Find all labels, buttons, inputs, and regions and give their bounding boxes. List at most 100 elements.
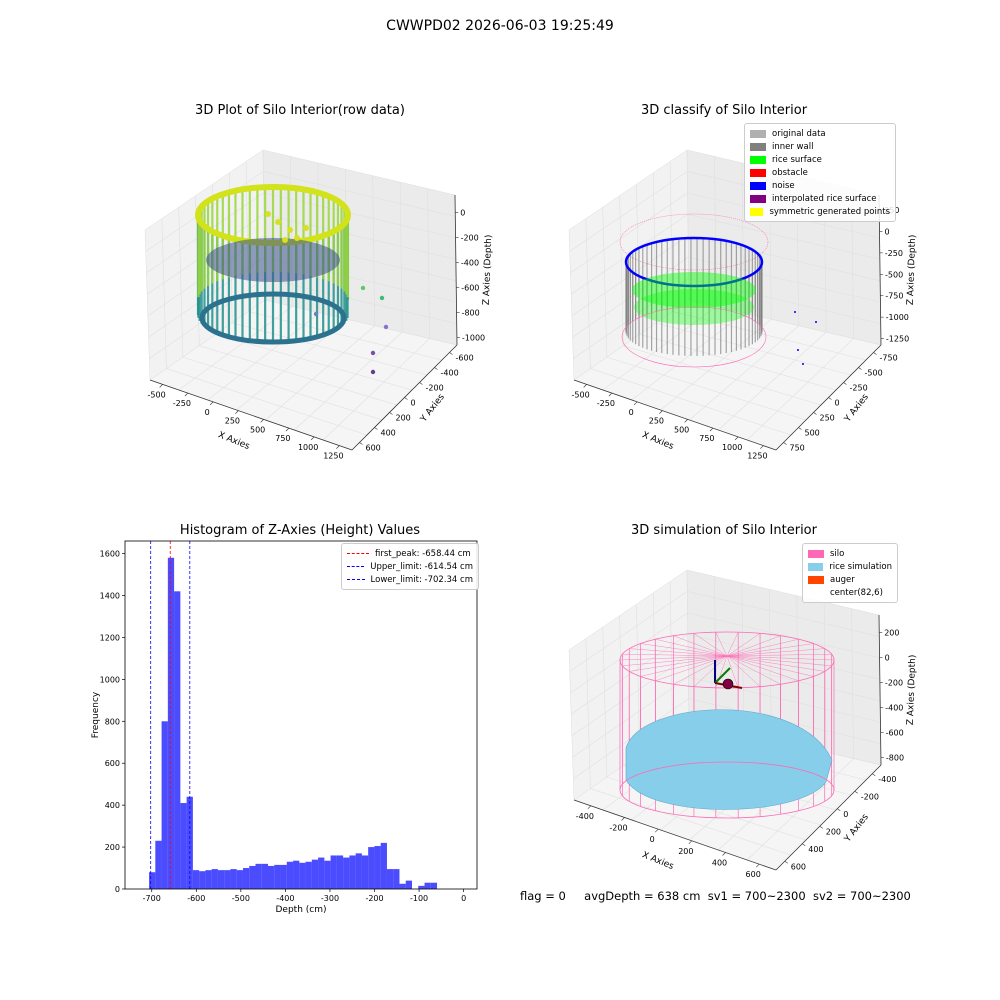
y-tick-mark (819, 826, 823, 829)
y-axis-label: Frequency (91, 691, 101, 738)
x-tick-label: 250 (649, 417, 664, 426)
grid-line (590, 788, 792, 856)
y-tick-label: 500 (805, 429, 820, 438)
noise-point (794, 311, 796, 313)
sv2-text: sv2 = 700~2300 (812, 889, 911, 903)
legend-label: Lower_limit: -702.34 cm (370, 574, 473, 585)
y-tick-label: 750 (790, 444, 805, 453)
histogram-bar (155, 840, 162, 889)
x-tick-mark (633, 401, 638, 406)
x-tick-label: -500 (572, 390, 590, 399)
histogram-bar (330, 855, 337, 889)
obstacle-cluster-point (287, 227, 293, 233)
histogram-bar (174, 591, 181, 889)
silo-roof-wire (693, 633, 728, 657)
histogram-bar (268, 865, 275, 889)
noise-point (815, 321, 817, 323)
legend-label: symmetric generated points (769, 206, 890, 217)
y-tick-label: -600 (456, 354, 474, 363)
grid-line (182, 356, 383, 421)
histogram-bar (274, 864, 281, 889)
legend-swatch (808, 575, 824, 584)
grid-line (585, 218, 591, 369)
x-tick-label: 0 (461, 894, 466, 903)
x-tick-mark (235, 410, 239, 414)
noise-ring-top (624, 236, 764, 288)
legend-line-swatch (347, 579, 365, 580)
x-axis-line-3 (573, 799, 777, 871)
y-tick-mark (404, 397, 408, 400)
legend-label: center(82,6) (830, 587, 883, 598)
legend-swatch (750, 207, 764, 216)
legend-label: obstacle (772, 167, 808, 178)
grid-line (606, 356, 807, 421)
grid-line (570, 192, 688, 274)
silo-roof-wire (629, 655, 728, 672)
auger-axis-y (714, 667, 731, 684)
silo-roof-wire (655, 638, 728, 657)
silo-roof-wire (726, 632, 739, 657)
y-tick-mark (828, 397, 832, 400)
legend-label: Upper_limit: -614.54 cm (370, 561, 473, 572)
histogram-bar (249, 865, 256, 889)
histogram-bar (230, 869, 237, 889)
z-tick-label: -1250 (886, 335, 909, 344)
silo-roof-wire (726, 655, 761, 687)
histogram-bar (393, 869, 400, 889)
z-tick-label: -250 (885, 249, 903, 258)
silo-roof-wire (726, 655, 739, 688)
z-axis-label: Z Axies (Depth) (906, 655, 918, 726)
histogram-frame (124, 540, 478, 890)
silo-roof-wire (726, 648, 825, 657)
grid-line (602, 627, 608, 778)
y-tick-mark (359, 442, 363, 445)
x-tick-mark (684, 419, 688, 423)
x-axis-line-1 (573, 379, 777, 451)
panel1-title: 3D Plot of Silo Interior(row data) (195, 103, 405, 118)
x-tick-label: -100 (410, 894, 428, 903)
x-tick-label: -700 (143, 894, 161, 903)
legend-label: first_peak: -658.44 cm (375, 548, 471, 559)
histogram-bar (242, 868, 250, 889)
legend-label: rice surface (772, 154, 822, 165)
legend-label: silo (830, 548, 845, 559)
legend-panel4: silo rice simulation auger center(82,6) (802, 543, 898, 603)
legend-item: Upper_limit: -614.54 cm (347, 560, 473, 573)
silo-roof-wire (673, 635, 728, 657)
legend-swatch (750, 155, 766, 164)
x-tick-label: 500 (250, 425, 265, 434)
y-tick-label: 1400 (100, 592, 120, 601)
legend-label: interpolated rice surface (772, 193, 877, 204)
x-axis-label: X Axies (640, 430, 675, 452)
y-tick-label: -400 (878, 775, 896, 784)
y-tick-label: 400 (105, 801, 120, 810)
grid-line (746, 758, 854, 861)
z-axis-label: Z Axies (Depth) (906, 235, 918, 306)
outlier-point (370, 369, 376, 375)
legend-label: auger (830, 574, 855, 585)
x-tick-label: 1000 (722, 443, 742, 452)
x-tick-label: 1250 (323, 452, 343, 461)
grid-line (602, 207, 608, 358)
y-tick-label: 1000 (100, 675, 120, 684)
obstacle-cluster-point (265, 211, 271, 217)
histogram-bar (255, 863, 262, 889)
z-tick-label: -800 (462, 309, 480, 318)
grid-line (571, 655, 689, 736)
histogram-bar (299, 862, 306, 889)
grid-line (166, 368, 368, 436)
grid-line (590, 368, 792, 436)
outlier-point (370, 350, 376, 356)
grid-line (294, 331, 403, 431)
y-tick-mark (813, 412, 817, 415)
obstacle-cluster-point (275, 219, 281, 225)
sv1-text: sv1 = 700~2300 (707, 889, 806, 903)
silo-roof-wire (622, 655, 728, 667)
histogram-bar (386, 869, 394, 889)
x-tick-label: -600 (187, 894, 205, 903)
histogram-bar (355, 853, 362, 889)
z-axis-line-3 (878, 614, 882, 766)
x-tick-mark (659, 410, 663, 414)
legend-swatch (750, 181, 766, 190)
silo-roof-wire (715, 632, 728, 657)
